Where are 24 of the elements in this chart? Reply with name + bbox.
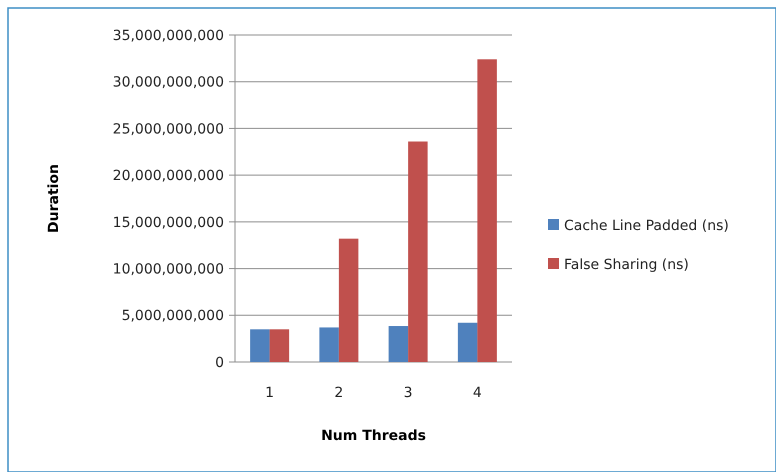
y-tick-label: 30,000,000,000 (112, 74, 224, 91)
y-tick-label: 5,000,000,000 (122, 308, 224, 324)
x-axis-title: Num Threads (321, 428, 426, 444)
x-tick-label: 3 (404, 385, 413, 401)
y-tick-label: 15,000,000,000 (112, 214, 224, 231)
x-tick-label: 2 (334, 385, 344, 401)
bar (477, 59, 497, 362)
y-tick-label: 10,000,000,000 (112, 261, 224, 278)
legend-label: Cache Line Padded (ns) (564, 218, 729, 234)
legend-label: False Sharing (ns) (564, 256, 689, 273)
bar (408, 142, 428, 362)
y-axis-title: Duration (46, 164, 62, 234)
bar (338, 238, 358, 362)
bar (388, 326, 408, 362)
y-tick-label: 25,000,000,000 (112, 121, 224, 138)
bar (250, 329, 270, 362)
bar (319, 327, 339, 362)
y-tick-label: 20,000,000,000 (112, 168, 224, 184)
bar (270, 329, 290, 362)
x-tick-label: 1 (265, 385, 274, 401)
y-tick-label: 35,000,000,000 (112, 28, 224, 44)
bar (458, 322, 478, 362)
x-tick-label: 4 (472, 385, 482, 401)
y-tick-label: 0 (215, 354, 224, 371)
